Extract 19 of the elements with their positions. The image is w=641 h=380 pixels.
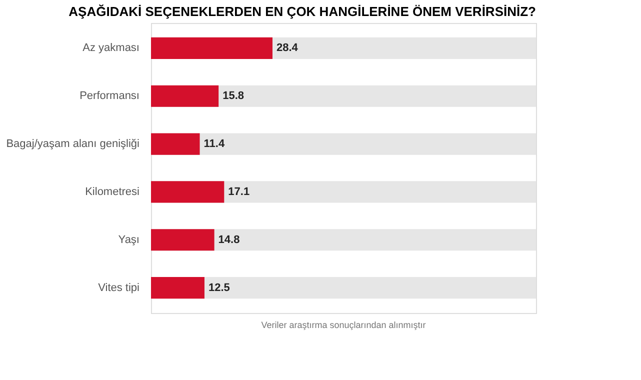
bar [151,181,224,203]
data-label: 11.4 [204,138,226,150]
y-tick-label: Vites tipi [98,282,140,294]
data-label: 15.8 [222,90,244,102]
bar [151,277,204,299]
data-label: 12.5 [208,282,230,294]
data-label: 28.4 [276,42,299,54]
bar [151,229,214,251]
y-tick-label: Yaşı [118,234,140,246]
data-label: 14.8 [218,234,240,246]
y-tick-label: Kilometresi [85,186,140,198]
y-tick-label: Az yakması [82,42,140,54]
text: Veriler araştırma sonuçlarından alınmıştır [261,320,426,330]
bar [151,133,200,155]
y-tick-label: Performansı [80,90,140,102]
y-tick-label: Bagaj/yaşam alanı genişliği [6,138,140,150]
bar [151,85,219,107]
chart-title: AŞAĞIDAKİ SEÇENEKLERDEN EN ÇOK HANGİLERİNE ÖNEM VERİRSİNİZ? [68,4,536,19]
data-label: 17.1 [228,186,250,198]
